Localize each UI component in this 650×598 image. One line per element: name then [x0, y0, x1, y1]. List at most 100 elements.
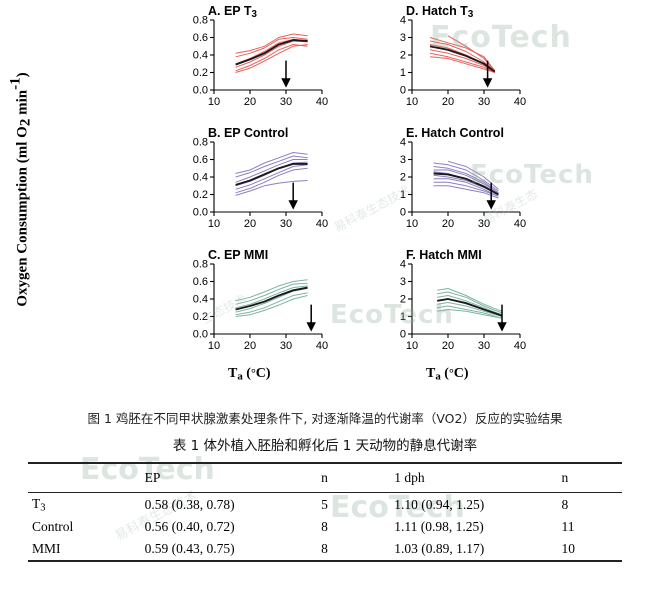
svg-text:0.6: 0.6 [193, 154, 208, 166]
col-header-dph: 1 dph [394, 470, 425, 485]
series-line [235, 33, 308, 54]
row-n2: 10 [561, 541, 576, 557]
arrow-marker [497, 304, 507, 332]
svg-text:1: 1 [400, 189, 406, 201]
x-axis-label-left: Ta (°C) [228, 366, 271, 383]
svg-text:0: 0 [400, 207, 406, 219]
svg-text:30: 30 [478, 96, 490, 108]
table-title: 表 1 体外植入胚胎和孵化后 1 天动物的静息代谢率 [172, 438, 478, 454]
table-row: MMI 0.59 (0.43, 0.75) 8 1.03 (0.89, 1.17… [28, 538, 622, 562]
series-line [235, 159, 308, 183]
svg-text:0.2: 0.2 [193, 67, 208, 79]
row-n2: 11 [561, 519, 575, 535]
svg-text:20: 20 [442, 218, 454, 230]
svg-text:20: 20 [442, 340, 454, 352]
chart-panel-e: E. Hatch Control 10 20 30 40 0 1 2 3 4 [378, 126, 528, 236]
row-ep: 0.59 (0.43, 0.75) [144, 541, 235, 557]
svg-text:0.0: 0.0 [193, 329, 208, 341]
series-line [235, 37, 308, 58]
series-line [433, 162, 499, 192]
rmr-table: EP n 1 dph n T3 0.58 (0.38, 0.78) 5 1.10… [28, 462, 622, 562]
plot-b: 10 20 30 40 0.0 0.2 0.4 0.6 0.8 [193, 137, 328, 230]
svg-text:10: 10 [406, 96, 418, 108]
panel-title-d: D. Hatch T3 [406, 4, 474, 21]
series-line [433, 169, 499, 194]
col-header-n2: n [561, 470, 569, 485]
series-line [235, 282, 308, 305]
svg-text:0.6: 0.6 [193, 32, 208, 44]
svg-text:0.2: 0.2 [193, 311, 208, 323]
svg-text:40: 40 [514, 96, 526, 108]
svg-text:0: 0 [400, 85, 406, 97]
series-line [235, 167, 308, 194]
svg-text:0.0: 0.0 [193, 85, 208, 97]
svg-text:30: 30 [478, 218, 490, 230]
svg-text:10: 10 [208, 96, 220, 108]
svg-text:40: 40 [316, 218, 328, 230]
series-line [235, 180, 308, 196]
arrow-marker [281, 60, 291, 88]
row-n2: 8 [561, 496, 569, 512]
row-ep: 0.58 (0.38, 0.78) [144, 496, 235, 512]
svg-text:40: 40 [316, 340, 328, 352]
svg-text:20: 20 [244, 96, 256, 108]
row-label: MMI [32, 541, 61, 557]
row-label: Control [32, 519, 74, 535]
x-axis-label-right: Ta (°C) [426, 366, 469, 383]
series-line [437, 288, 503, 312]
series-line [433, 172, 499, 196]
chart-panel-d: D. Hatch T3 10 20 30 40 0 1 2 3 4 [378, 4, 528, 114]
svg-text:0.2: 0.2 [193, 189, 208, 201]
svg-text:30: 30 [280, 340, 292, 352]
plot-a: 10 20 30 40 0.0 0.2 0.4 0.6 0.8 [193, 15, 328, 108]
svg-text:20: 20 [244, 218, 256, 230]
series-line [437, 309, 503, 319]
svg-text:4: 4 [400, 259, 406, 271]
series-line [235, 44, 308, 73]
svg-text:4: 4 [400, 15, 406, 27]
figure-y-axis-label: Oxygen Consumption (ml O2 min-1) [7, 72, 34, 308]
series-line [447, 35, 496, 72]
svg-text:0.4: 0.4 [193, 294, 208, 306]
svg-text:0: 0 [400, 329, 406, 341]
series-line [235, 164, 308, 190]
series-line [235, 162, 308, 186]
chart-panel-c: C. EP MMI 10 20 30 40 0.0 0.2 0.4 0.6 0.8 [180, 248, 330, 358]
series-line [437, 298, 503, 317]
svg-text:0.0: 0.0 [193, 207, 208, 219]
svg-text:30: 30 [478, 340, 490, 352]
series-line [235, 285, 308, 309]
chart-panel-b: B. EP Control 10 20 30 40 0.0 0.2 0.4 0.6 0.8 [180, 126, 330, 236]
svg-text:2: 2 [400, 294, 406, 306]
row-dph: 1.10 (0.94, 1.25) [394, 496, 485, 512]
series-line [437, 295, 503, 316]
arrow-marker [486, 182, 496, 210]
svg-text:10: 10 [208, 340, 220, 352]
col-header-n1: n [321, 470, 328, 485]
table-header-row: EP n 1 dph n [28, 463, 622, 493]
svg-text:2: 2 [400, 50, 406, 62]
series-line [433, 185, 499, 199]
svg-text:4: 4 [400, 137, 406, 149]
figure-panel-grid: Oxygen Consumption (ml O2 min-1) A. EP T… [7, 4, 592, 383]
series-line [235, 39, 308, 66]
svg-text:3: 3 [400, 276, 406, 288]
series-line [437, 305, 503, 319]
series-line [437, 291, 503, 314]
row-n1: 5 [321, 496, 328, 512]
series-line [235, 286, 308, 311]
plot-f: 10 20 30 40 0 1 2 3 4 [400, 259, 526, 352]
series-line [437, 302, 503, 317]
svg-text:40: 40 [514, 218, 526, 230]
arrow-marker [288, 182, 298, 210]
svg-text:30: 30 [280, 96, 292, 108]
svg-text:10: 10 [406, 218, 418, 230]
panel-title-c: C. EP MMI [208, 248, 269, 262]
plot-c: 10 20 30 40 0.0 0.2 0.4 0.6 0.8 [193, 259, 328, 352]
plot-d: 10 20 30 40 0 1 2 3 4 [400, 15, 526, 108]
svg-text:1: 1 [400, 311, 406, 323]
row-n1: 8 [321, 519, 328, 535]
svg-text:10: 10 [208, 218, 220, 230]
svg-text:0.4: 0.4 [193, 172, 208, 184]
col-header-ep: EP [144, 470, 161, 485]
